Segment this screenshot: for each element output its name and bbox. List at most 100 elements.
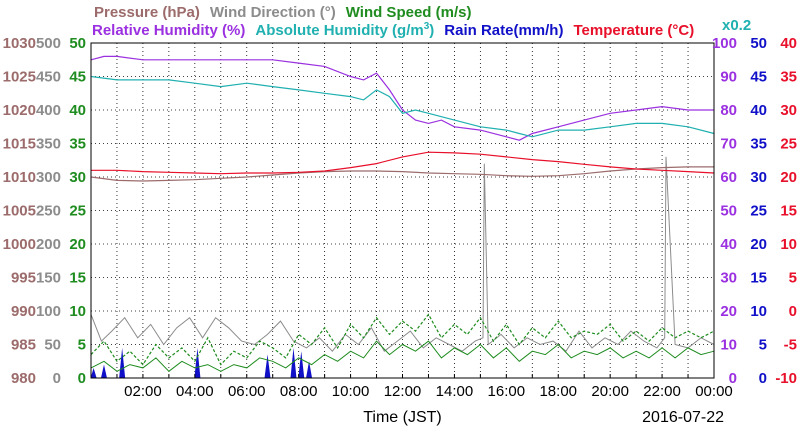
- x-tick-label: 06:00: [228, 383, 266, 400]
- x-tick-label: 02:00: [124, 383, 162, 400]
- series-line-pressure-hpa: [90, 166, 714, 182]
- axis-tick-wind-speed: 40: [69, 102, 86, 119]
- axis-tick-wind-speed: 35: [69, 136, 86, 153]
- axis-tick-rain-rate: 10: [750, 303, 767, 320]
- axis-tick-rain-rate: 20: [750, 236, 767, 253]
- axis-tick-pressure: 1020: [3, 102, 36, 119]
- axis-tick-pressure: 1015: [3, 136, 36, 153]
- series-line-relative-humidity: [90, 55, 714, 141]
- rain-rate-spike: [194, 347, 201, 378]
- axis-tick-pressure: 1000: [3, 236, 36, 253]
- axis-tick-pressure: 990: [11, 303, 36, 320]
- axis-tick-rain-rate: 40: [750, 102, 767, 119]
- x-tick-label: 20:00: [591, 383, 629, 400]
- x-axis: 02:00 04:00 06:00 08:00 10:00 12:00 14:00 16:00…: [116, 374, 733, 400]
- axis-tick-relative-humidity: 20: [720, 303, 737, 320]
- axis-tick-wind-direction: 400: [36, 102, 61, 119]
- axis-tick-relative-humidity: 50: [720, 203, 737, 220]
- axis-tick-wind-speed: 50: [69, 35, 86, 52]
- date-label: 2016-07-22: [642, 409, 724, 426]
- axis-tick-relative-humidity: 90: [720, 69, 737, 86]
- rain-rate-spike: [100, 364, 107, 378]
- axis-tick-pressure: 1010: [3, 169, 36, 186]
- x-tick-label: 16:00: [488, 383, 526, 400]
- axis-tick-rain-rate: 35: [750, 136, 767, 153]
- axis-tick-rain-rate: 15: [750, 270, 767, 287]
- rain-rate-spike: [298, 351, 305, 378]
- legend-entry: Wind Direction (°): [210, 4, 336, 21]
- axis-tick-temperature: 0: [789, 303, 797, 320]
- axes: 9809859909951000100510101015102010251030…: [3, 35, 797, 387]
- series-line-temperature-c: [91, 151, 715, 175]
- axis-tick-wind-direction: 0: [53, 370, 61, 387]
- axis-tick-relative-humidity: 80: [720, 102, 737, 119]
- axis-tick-relative-humidity: 10: [720, 337, 737, 354]
- axis-tick-wind-direction: 350: [36, 136, 61, 153]
- axis-tick-pressure: 985: [11, 337, 36, 354]
- axis-tick-rain-rate: 30: [750, 169, 767, 186]
- axis-tick-pressure: 1030: [3, 35, 36, 52]
- axis-tick-temperature: 5: [789, 270, 797, 287]
- x-tick-label: 04:00: [176, 383, 214, 400]
- axis-tick-temperature: 30: [780, 102, 797, 119]
- rain-rate-spike: [119, 347, 126, 378]
- axis-tick-pressure: 1025: [3, 69, 36, 86]
- x-tick-label: 10:00: [332, 383, 370, 400]
- axis-tick-rain-rate: 45: [750, 69, 767, 86]
- x-tick-label: 00:00: [695, 383, 733, 400]
- axis-tick-wind-direction: 500: [36, 35, 61, 52]
- axis-tick-rain-rate: 0: [759, 370, 767, 387]
- axis-tick-relative-humidity: 30: [720, 270, 737, 287]
- axis-tick-pressure: 995: [11, 270, 36, 287]
- x-tick-label: 22:00: [643, 383, 681, 400]
- axis-tick-wind-speed: 30: [69, 169, 86, 186]
- series-line-wind-speed-gust-m-s: [90, 313, 715, 366]
- axis-tick-relative-humidity: 100: [712, 35, 737, 52]
- x-tick-label: 08:00: [280, 383, 318, 400]
- axis-tick-wind-direction: 200: [36, 236, 61, 253]
- series-line-wind-speed-m-s: [90, 340, 715, 372]
- legend: Pressure (hPa) Wind Direction (°) Wind Spe…: [92, 4, 751, 39]
- legend-entry: Wind Speed (m/s): [346, 4, 472, 21]
- axis-tick-wind-speed: 0: [78, 370, 86, 387]
- multiplier-label: x0.2: [722, 17, 751, 34]
- axis-tick-wind-speed: 10: [69, 303, 86, 320]
- axis-tick-wind-speed: 45: [69, 69, 86, 86]
- axis-tick-pressure: 980: [11, 370, 36, 387]
- axis-tick-pressure: 1005: [3, 203, 36, 220]
- series-layer: [90, 55, 715, 378]
- legend-entry: Relative Humidity (%): [92, 22, 245, 39]
- axis-tick-wind-speed: 25: [69, 203, 86, 220]
- axis-tick-wind-direction: 100: [36, 303, 61, 320]
- axis-tick-relative-humidity: 40: [720, 236, 737, 253]
- rain-rate-spike: [264, 354, 271, 378]
- legend-entry: Pressure (hPa): [94, 4, 200, 21]
- axis-tick-rain-rate: 25: [750, 203, 767, 220]
- axis-tick-relative-humidity: 70: [720, 136, 737, 153]
- axis-tick-temperature: 40: [780, 35, 797, 52]
- legend-entry: Absolute Humidity (g/m3): [255, 21, 434, 39]
- axis-tick-temperature: 10: [780, 236, 797, 253]
- axis-tick-wind-speed: 5: [78, 337, 86, 354]
- x-tick-label: 18:00: [539, 383, 577, 400]
- axis-tick-wind-direction: 250: [36, 203, 61, 220]
- axis-tick-temperature: 25: [780, 136, 797, 153]
- rain-rate-spike: [306, 361, 313, 378]
- x-tick-label: 12:00: [384, 383, 422, 400]
- axis-tick-temperature: 35: [780, 69, 797, 86]
- x-axis-label: Time (JST): [363, 409, 442, 426]
- axis-tick-temperature: -10: [775, 370, 797, 387]
- x-tick-label: 14:00: [436, 383, 474, 400]
- axis-tick-rain-rate: 50: [750, 35, 767, 52]
- axis-tick-rain-rate: 5: [759, 337, 767, 354]
- rain-rate-spike: [90, 367, 97, 378]
- axis-tick-relative-humidity: 60: [720, 169, 737, 186]
- axis-tick-wind-direction: 450: [36, 69, 61, 86]
- legend-entry: Rain Rate(mm/h): [444, 22, 563, 39]
- axis-tick-relative-humidity: 0: [729, 370, 737, 387]
- legend-entry: Temperature (°C): [573, 22, 694, 39]
- series-line-absolute-humidity-g-m3: [90, 75, 715, 138]
- axis-tick-wind-direction: 300: [36, 169, 61, 186]
